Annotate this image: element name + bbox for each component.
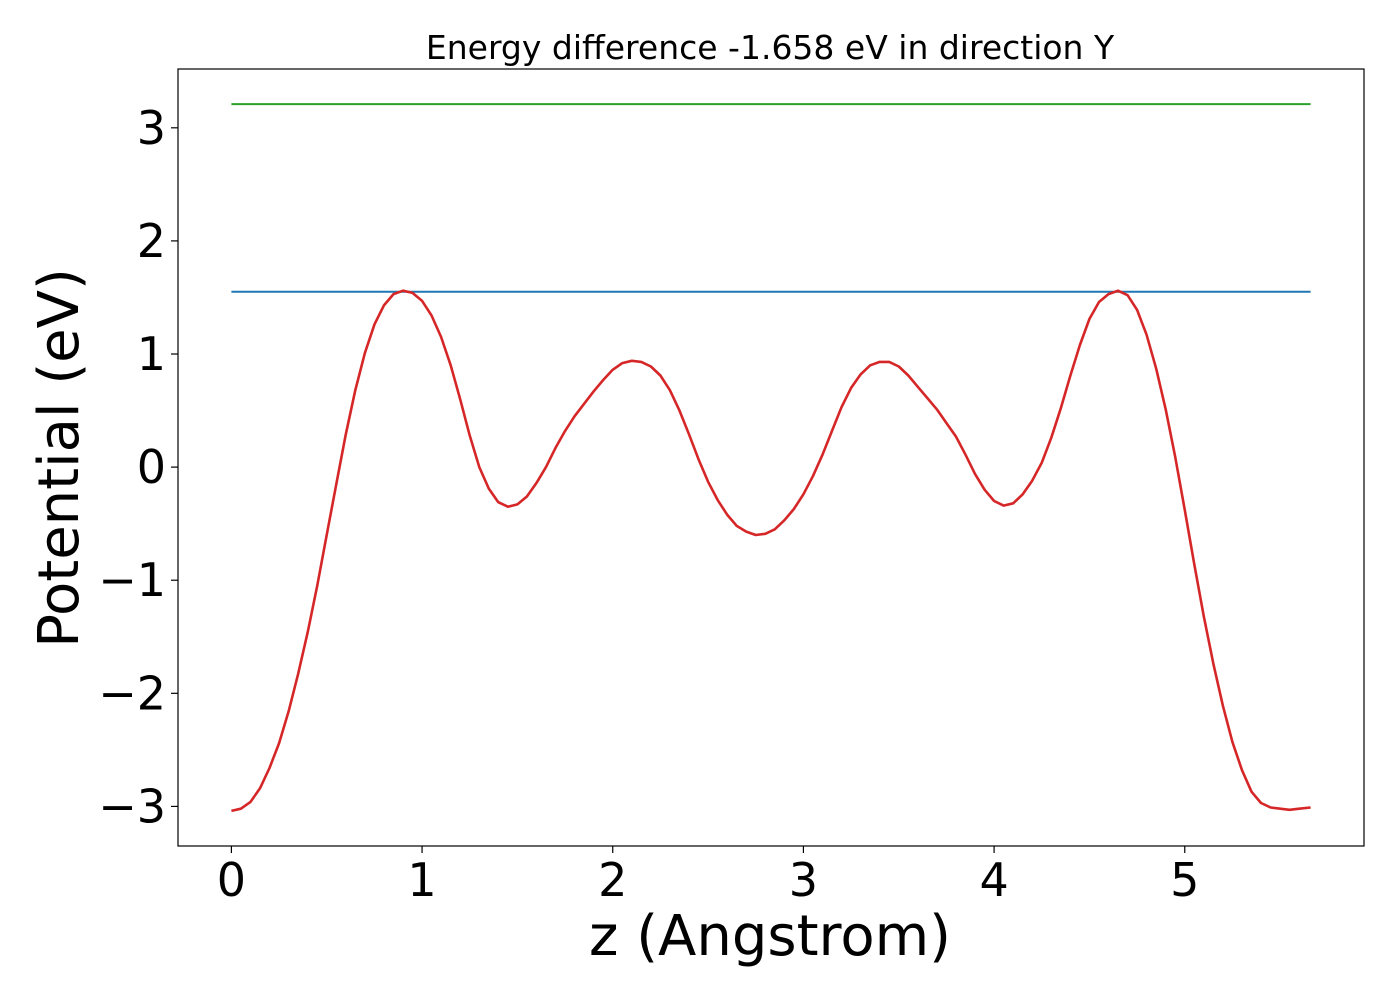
x-axis-label: z (Angstrom) — [589, 904, 951, 969]
y-tick-label: 1 — [137, 327, 166, 381]
y-axis-label: Potential (eV) — [27, 268, 92, 648]
x-axis-ticks: 0 1 2 3 4 5 — [217, 846, 1199, 907]
chart-title: Energy difference -1.658 eV in direction… — [426, 28, 1115, 67]
y-axis-ticks: −3 −2 −1 0 1 2 3 — [98, 101, 178, 833]
x-tick-label: 3 — [789, 853, 818, 907]
y-tick-label: 2 — [137, 214, 166, 268]
x-tick-label: 0 — [217, 853, 246, 907]
x-tick-label: 1 — [407, 853, 436, 907]
y-tick-label: −2 — [98, 666, 166, 720]
y-tick-label: −1 — [98, 553, 166, 607]
y-tick-label: 0 — [137, 440, 166, 494]
x-tick-label: 5 — [1170, 853, 1199, 907]
series-line-2 — [231, 289, 1311, 813]
series-layer — [231, 103, 1311, 813]
y-tick-label: 3 — [137, 101, 166, 155]
plot-frame — [177, 68, 1365, 847]
y-tick-label: −3 — [98, 779, 166, 833]
x-tick-label: 2 — [598, 853, 627, 907]
x-tick-label: 4 — [979, 853, 1008, 907]
